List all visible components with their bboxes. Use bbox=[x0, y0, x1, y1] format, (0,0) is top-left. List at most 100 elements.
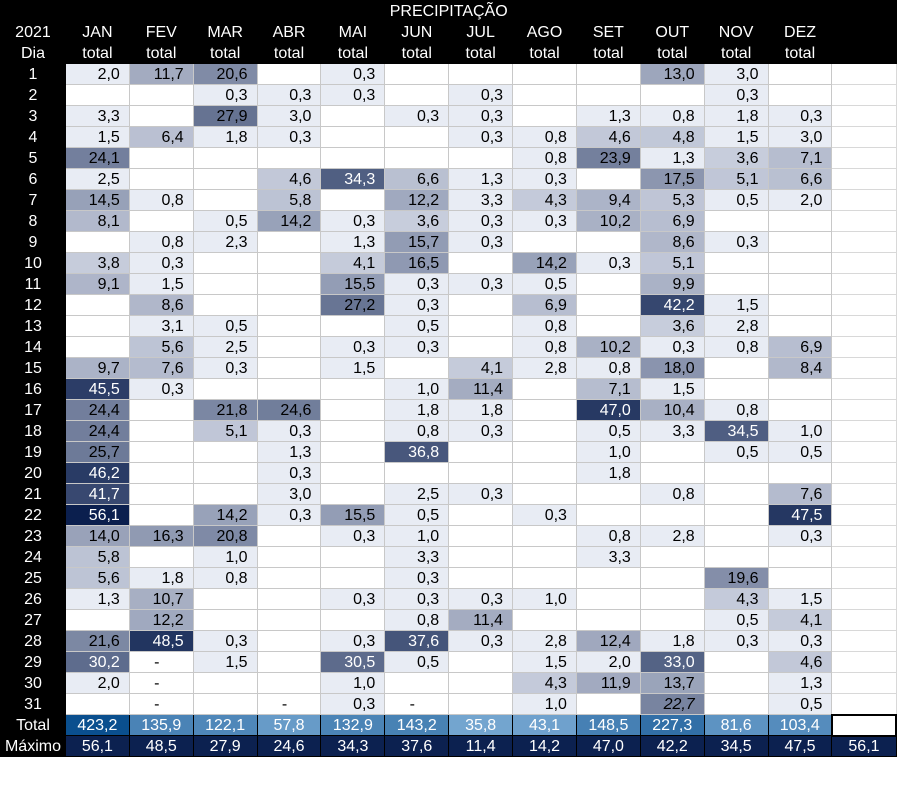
rain-cell[interactable]: 7,6 bbox=[128, 357, 194, 379]
rain-cell[interactable]: 0,3 bbox=[384, 336, 450, 358]
rain-cell[interactable]: 2,8 bbox=[512, 630, 577, 652]
rain-cell[interactable] bbox=[64, 315, 130, 337]
rain-cell[interactable]: 37,6 bbox=[384, 630, 450, 652]
rain-cell[interactable]: - bbox=[256, 693, 322, 715]
rain-cell[interactable]: 45,5 bbox=[64, 378, 130, 400]
month-max-cell[interactable]: 48,5 bbox=[128, 735, 194, 757]
rain-cell[interactable] bbox=[256, 63, 322, 85]
month-header-nov[interactable]: NOV bbox=[703, 21, 769, 43]
month-max-cell[interactable]: 47,5 bbox=[767, 735, 833, 757]
rain-cell[interactable]: 4,6 bbox=[575, 126, 641, 148]
rain-cell[interactable]: 14,2 bbox=[192, 504, 258, 526]
month-total-cell[interactable]: 81,6 bbox=[703, 714, 769, 736]
rain-cell[interactable]: 1,3 bbox=[767, 672, 833, 694]
rain-cell[interactable]: 11,9 bbox=[575, 672, 641, 694]
rain-cell[interactable] bbox=[320, 105, 386, 127]
rain-cell[interactable] bbox=[512, 567, 577, 589]
rain-cell[interactable] bbox=[767, 84, 833, 106]
rain-cell[interactable] bbox=[703, 273, 769, 295]
rain-cell[interactable]: 30,2 bbox=[64, 651, 130, 673]
rain-cell[interactable] bbox=[767, 462, 833, 484]
day-number[interactable]: 27 bbox=[0, 609, 66, 631]
rain-cell[interactable]: 8,6 bbox=[128, 294, 194, 316]
day-number[interactable]: 9 bbox=[0, 231, 66, 253]
total-row-label[interactable]: Total bbox=[0, 714, 66, 736]
rain-cell[interactable] bbox=[512, 231, 577, 253]
day-number[interactable]: 13 bbox=[0, 315, 66, 337]
rain-cell[interactable] bbox=[448, 651, 514, 673]
rain-cell[interactable] bbox=[575, 63, 641, 85]
rain-cell[interactable] bbox=[703, 378, 769, 400]
rain-cell[interactable]: 0,3 bbox=[320, 693, 386, 715]
rain-cell[interactable] bbox=[384, 63, 450, 85]
day-number[interactable]: 30 bbox=[0, 672, 66, 694]
rain-cell[interactable]: 3,0 bbox=[256, 483, 322, 505]
rain-cell[interactable] bbox=[703, 252, 769, 274]
rain-cell[interactable]: 1,5 bbox=[767, 588, 833, 610]
rain-cell[interactable]: 1,0 bbox=[192, 546, 258, 568]
blank-cell[interactable] bbox=[831, 462, 897, 484]
rain-cell[interactable]: 14,2 bbox=[256, 210, 322, 232]
day-number[interactable]: 4 bbox=[0, 126, 66, 148]
rain-cell[interactable] bbox=[192, 483, 258, 505]
rain-cell[interactable]: 0,3 bbox=[256, 504, 322, 526]
day-number[interactable]: 3 bbox=[0, 105, 66, 127]
month-max-cell[interactable]: 56,1 bbox=[64, 735, 130, 757]
month-header-set[interactable]: SET bbox=[575, 21, 641, 43]
day-number[interactable]: 24 bbox=[0, 546, 66, 568]
month-header-mai[interactable]: MAI bbox=[320, 21, 386, 43]
rain-cell[interactable]: 0,8 bbox=[384, 609, 450, 631]
rain-cell[interactable] bbox=[575, 315, 641, 337]
rain-cell[interactable] bbox=[192, 588, 258, 610]
month-total-cell[interactable]: 122,1 bbox=[192, 714, 258, 736]
rain-cell[interactable]: 1,5 bbox=[192, 651, 258, 673]
day-number[interactable]: 8 bbox=[0, 210, 66, 232]
rain-cell[interactable] bbox=[639, 609, 705, 631]
month-header-mar[interactable]: MAR bbox=[192, 21, 258, 43]
rain-cell[interactable]: 33,0 bbox=[639, 651, 705, 673]
blank-cell[interactable] bbox=[831, 210, 897, 232]
blank-cell[interactable] bbox=[831, 504, 897, 526]
rain-cell[interactable]: 2,3 bbox=[192, 231, 258, 253]
blank-cell[interactable] bbox=[831, 378, 897, 400]
day-number[interactable]: 21 bbox=[0, 483, 66, 505]
rain-cell[interactable] bbox=[256, 357, 322, 379]
day-number[interactable]: 18 bbox=[0, 420, 66, 442]
rain-cell[interactable] bbox=[703, 546, 769, 568]
rain-cell[interactable]: 41,7 bbox=[64, 483, 130, 505]
rain-cell[interactable] bbox=[767, 567, 833, 589]
rain-cell[interactable]: 8,4 bbox=[767, 357, 833, 379]
rain-cell[interactable]: 46,2 bbox=[64, 462, 130, 484]
rain-cell[interactable]: 13,7 bbox=[639, 672, 705, 694]
rain-cell[interactable]: 3,1 bbox=[128, 315, 194, 337]
rain-cell[interactable]: 5,8 bbox=[256, 189, 322, 211]
rain-cell[interactable] bbox=[575, 84, 641, 106]
rain-cell[interactable]: 1,0 bbox=[512, 588, 577, 610]
month-total-cell[interactable]: 35,8 bbox=[448, 714, 514, 736]
rain-cell[interactable]: 0,3 bbox=[320, 63, 386, 85]
rain-cell[interactable]: 0,3 bbox=[320, 588, 386, 610]
rain-cell[interactable] bbox=[575, 168, 641, 190]
rain-cell[interactable] bbox=[256, 294, 322, 316]
rain-cell[interactable] bbox=[320, 441, 386, 463]
rain-cell[interactable] bbox=[384, 357, 450, 379]
rain-cell[interactable] bbox=[256, 588, 322, 610]
subheader-total[interactable]: total bbox=[384, 42, 450, 64]
rain-cell[interactable] bbox=[384, 84, 450, 106]
rain-cell[interactable] bbox=[767, 546, 833, 568]
day-number[interactable]: 23 bbox=[0, 525, 66, 547]
rain-cell[interactable] bbox=[639, 462, 705, 484]
rain-cell[interactable] bbox=[320, 567, 386, 589]
month-header-jul[interactable]: JUL bbox=[448, 21, 514, 43]
rain-cell[interactable]: 2,8 bbox=[639, 525, 705, 547]
blank-cell[interactable] bbox=[831, 609, 897, 631]
rain-cell[interactable]: 27,2 bbox=[320, 294, 386, 316]
rain-cell[interactable]: 0,3 bbox=[128, 378, 194, 400]
rain-cell[interactable] bbox=[767, 399, 833, 421]
rain-cell[interactable]: 1,5 bbox=[639, 378, 705, 400]
rain-cell[interactable] bbox=[575, 231, 641, 253]
rain-cell[interactable]: 1,3 bbox=[256, 441, 322, 463]
rain-cell[interactable] bbox=[448, 693, 514, 715]
rain-cell[interactable]: 3,8 bbox=[64, 252, 130, 274]
day-column-label[interactable]: Dia bbox=[0, 42, 66, 64]
